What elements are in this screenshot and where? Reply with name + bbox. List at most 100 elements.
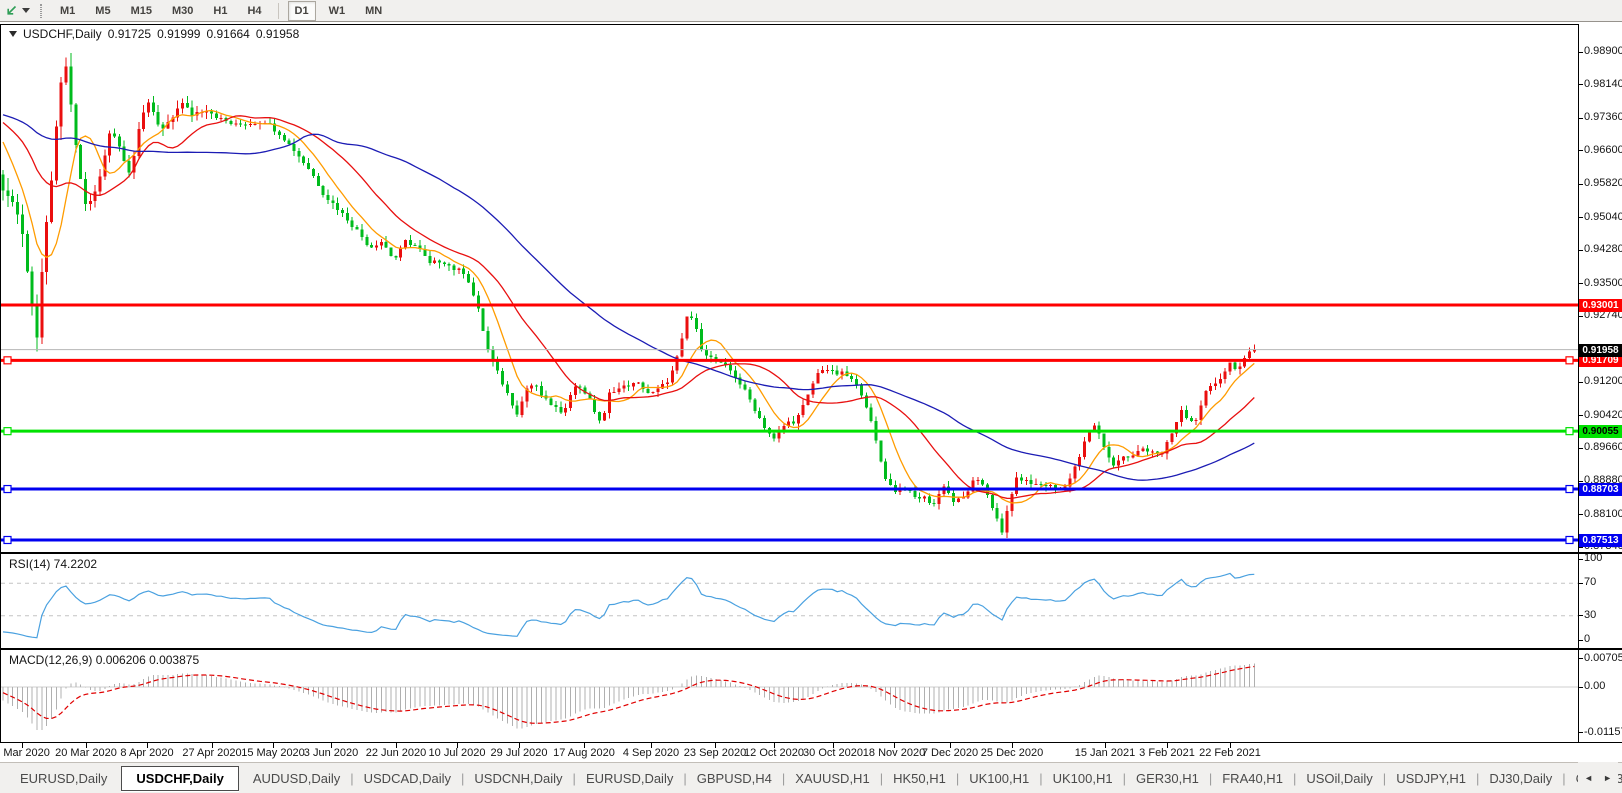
- tab-usdcnh-daily[interactable]: USDCNH,Daily: [474, 770, 563, 786]
- timeframe-button-M30[interactable]: M30: [171, 4, 194, 17]
- price-tick-label: 0.89660: [1584, 441, 1622, 454]
- price-tick-label: 0.95040: [1584, 210, 1622, 223]
- main-rsi-separator[interactable]: [0, 552, 1622, 554]
- rsi-axis-tick: [1578, 558, 1583, 560]
- hline-handle: [1565, 356, 1574, 365]
- macd-signal-line: [2, 665, 1255, 724]
- tab-usoil-daily[interactable]: USOil,Daily: [1306, 770, 1373, 786]
- price-axis-tick: [1578, 447, 1583, 449]
- macd-tick-label: -0.011573: [1584, 725, 1622, 738]
- timeframe-button-W1[interactable]: W1: [328, 4, 346, 17]
- hline-handle: [3, 427, 12, 436]
- date-axis-tick: [457, 743, 458, 748]
- date-label: 30 Oct 2020: [803, 747, 863, 759]
- price-axis-tick: [1578, 150, 1583, 152]
- price-axis-tick: [1578, 84, 1583, 86]
- ma-slow-line: [2, 114, 1255, 481]
- macd-pane[interactable]: [0, 650, 1578, 742]
- tab-uk100-h1[interactable]: UK100,H1: [969, 770, 1030, 786]
- main-chart-pane[interactable]: [0, 25, 1578, 552]
- tab-uk100-h1[interactable]: UK100,H1: [1052, 770, 1113, 786]
- tab-hk50-h1[interactable]: HK50,H1: [893, 770, 946, 786]
- date-label: 29 Jul 2020: [490, 747, 548, 759]
- timeframe-button-M15[interactable]: M15: [130, 4, 152, 17]
- pane-border-bottom: [0, 742, 1622, 743]
- date-axis-tick: [950, 743, 951, 748]
- hline-handle: [1565, 427, 1574, 436]
- timeframe-button-M1[interactable]: M1: [60, 4, 76, 17]
- hline-handle: [3, 484, 12, 494]
- date-label: 25 Dec 2020: [980, 747, 1044, 759]
- ohlc-close: 0.91958: [255, 27, 300, 41]
- date-label: 23 Sep 2020: [683, 747, 747, 759]
- price-axis-tick: [1578, 249, 1583, 251]
- price-axis-tick: [1578, 217, 1583, 219]
- timeframe-button-group: M1 M5 M15 M30 H1 H4 D1 W1 MN: [50, 0, 392, 21]
- tab-usdcad-daily[interactable]: USDCAD,Daily: [363, 770, 452, 786]
- macd-tick-label: 0.007053: [1584, 651, 1622, 664]
- date-axis-tick: [1167, 743, 1168, 748]
- price-axis-tick: [1578, 117, 1583, 119]
- price-tick-label: 0.88100: [1584, 507, 1622, 520]
- timeframe-button-H4[interactable]: H4: [247, 4, 262, 17]
- tab-separator: |: [955, 770, 960, 786]
- timeframe-button-H1[interactable]: H1: [213, 4, 228, 17]
- tab-eurusd-daily[interactable]: EURUSD,Daily: [585, 770, 674, 786]
- tab-separator: |: [781, 770, 786, 786]
- date-label: 27 Apr 2020: [182, 747, 242, 759]
- rsi-pane[interactable]: [0, 554, 1578, 648]
- chart-arrow-icon[interactable]: [4, 4, 18, 18]
- tab-separator: |: [1562, 770, 1566, 786]
- price-tick-label: 0.95820: [1584, 177, 1622, 190]
- timeframe-button-D1[interactable]: D1: [287, 0, 316, 21]
- price-axis-tick: [1578, 514, 1583, 516]
- tab-usdjpy-h1[interactable]: USDJPY,H1: [1396, 770, 1467, 786]
- timeframe-button-M5[interactable]: M5: [95, 4, 111, 17]
- tab-audusd-daily[interactable]: AUDUSD,Daily: [252, 770, 341, 786]
- macd-tick-label: 0.00: [1584, 680, 1606, 692]
- price-axis-tick: [1578, 183, 1583, 185]
- price-tick-label: 0.90420: [1584, 408, 1622, 421]
- price-tick-label: 0.92740: [1584, 309, 1622, 322]
- macd-axis-tick: [1578, 658, 1583, 660]
- macd-label: MACD(12,26,9) 0.006206 0.003875: [9, 653, 200, 667]
- toolbar-grip[interactable]: [40, 3, 42, 18]
- price-tick-label: 0.94280: [1584, 243, 1622, 256]
- rsi-axis-tick: [1578, 639, 1583, 641]
- dropdown-caret-icon[interactable]: [22, 8, 30, 13]
- tab-separator: |: [1476, 770, 1480, 786]
- ma-fast-line: [2, 109, 1255, 504]
- hline-handle: [3, 535, 12, 545]
- ohlc-high: 0.91999: [157, 27, 201, 41]
- macd-axis-tick: [1578, 686, 1583, 688]
- rsi-axis-tick: [1578, 615, 1583, 617]
- tab-scroll-left-icon[interactable]: ◄: [1584, 772, 1594, 783]
- symbol-label: USDCHF,Daily: [23, 27, 102, 41]
- date-label: 15 Jan 2021: [1074, 747, 1136, 759]
- tab-usdchf-daily[interactable]: USDCHF,Daily: [121, 765, 239, 791]
- tab-ger30-h1[interactable]: GER30,H1: [1135, 770, 1199, 786]
- pane-border-top: [0, 24, 1578, 25]
- tab-xauusd-h1[interactable]: XAUUSD,H1: [795, 770, 870, 786]
- date-axis-tick: [1105, 743, 1106, 748]
- date-label: 22 Feb 2021: [1199, 747, 1261, 759]
- tab-bar: EURUSD,Daily USDCHF,Daily AUDUSD,Daily | USD…: [0, 762, 1622, 793]
- rsi-tick-label: 30: [1584, 608, 1597, 621]
- date-axis-tick: [147, 743, 148, 748]
- price-axis-tick: [1578, 546, 1583, 548]
- price-axis-tick: [1578, 381, 1583, 383]
- pane-axis-divider: [1578, 24, 1579, 743]
- tab-fra40-h1[interactable]: FRA40,H1: [1222, 770, 1283, 786]
- timeframe-button-MN[interactable]: MN: [365, 4, 383, 17]
- date-axis-tick: [774, 743, 775, 748]
- price-level-badge: 0.88703: [1579, 483, 1622, 497]
- collapse-triangle-icon[interactable]: [9, 31, 17, 37]
- tab-dj30-daily[interactable]: DJ30,Daily: [1489, 770, 1553, 786]
- tab-gbpusd-h4[interactable]: GBPUSD,H4: [696, 770, 772, 786]
- date-axis-tick: [273, 743, 274, 748]
- rsi-tick-label: 0: [1584, 633, 1591, 645]
- tab-eurusd-daily[interactable]: EURUSD,Daily: [20, 770, 108, 786]
- tab-scroll-right-icon[interactable]: ►: [1603, 772, 1612, 783]
- rsi-macd-separator[interactable]: [0, 648, 1622, 650]
- date-label: 12 Oct 2020: [744, 747, 804, 759]
